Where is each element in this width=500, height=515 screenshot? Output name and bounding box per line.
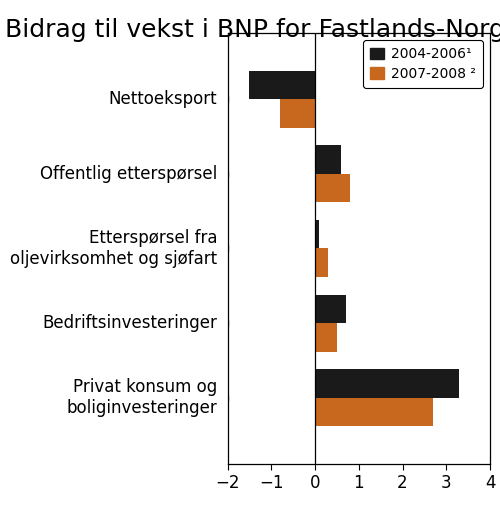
Text: Bidrag til vekst i BNP for Fastlands-Norge: Bidrag til vekst i BNP for Fastlands-Nor… bbox=[5, 18, 500, 42]
Bar bbox=[315, 174, 350, 202]
Bar bbox=[315, 398, 433, 426]
Legend: 2004-2006¹, 2007-2008 ²: 2004-2006¹, 2007-2008 ² bbox=[364, 40, 483, 88]
Text: Bedriftsinvesteringer: Bedriftsinvesteringer bbox=[42, 314, 218, 332]
Bar bbox=[280, 99, 315, 128]
Bar bbox=[315, 323, 337, 352]
Bar bbox=[315, 369, 460, 398]
Text: Privat konsum og
boliginvesteringer: Privat konsum og boliginvesteringer bbox=[67, 379, 218, 417]
Bar bbox=[250, 71, 315, 99]
Bar bbox=[315, 145, 341, 174]
Text: Offentlig etterspørsel: Offentlig etterspørsel bbox=[40, 165, 218, 183]
Text: Etterspørsel fra
oljevirksomhet og sjøfart: Etterspørsel fra oljevirksomhet og sjøfa… bbox=[10, 229, 218, 268]
Bar bbox=[315, 220, 320, 249]
Bar bbox=[315, 249, 328, 277]
Text: Nettoeksport: Nettoeksport bbox=[109, 90, 218, 108]
Bar bbox=[315, 295, 346, 323]
